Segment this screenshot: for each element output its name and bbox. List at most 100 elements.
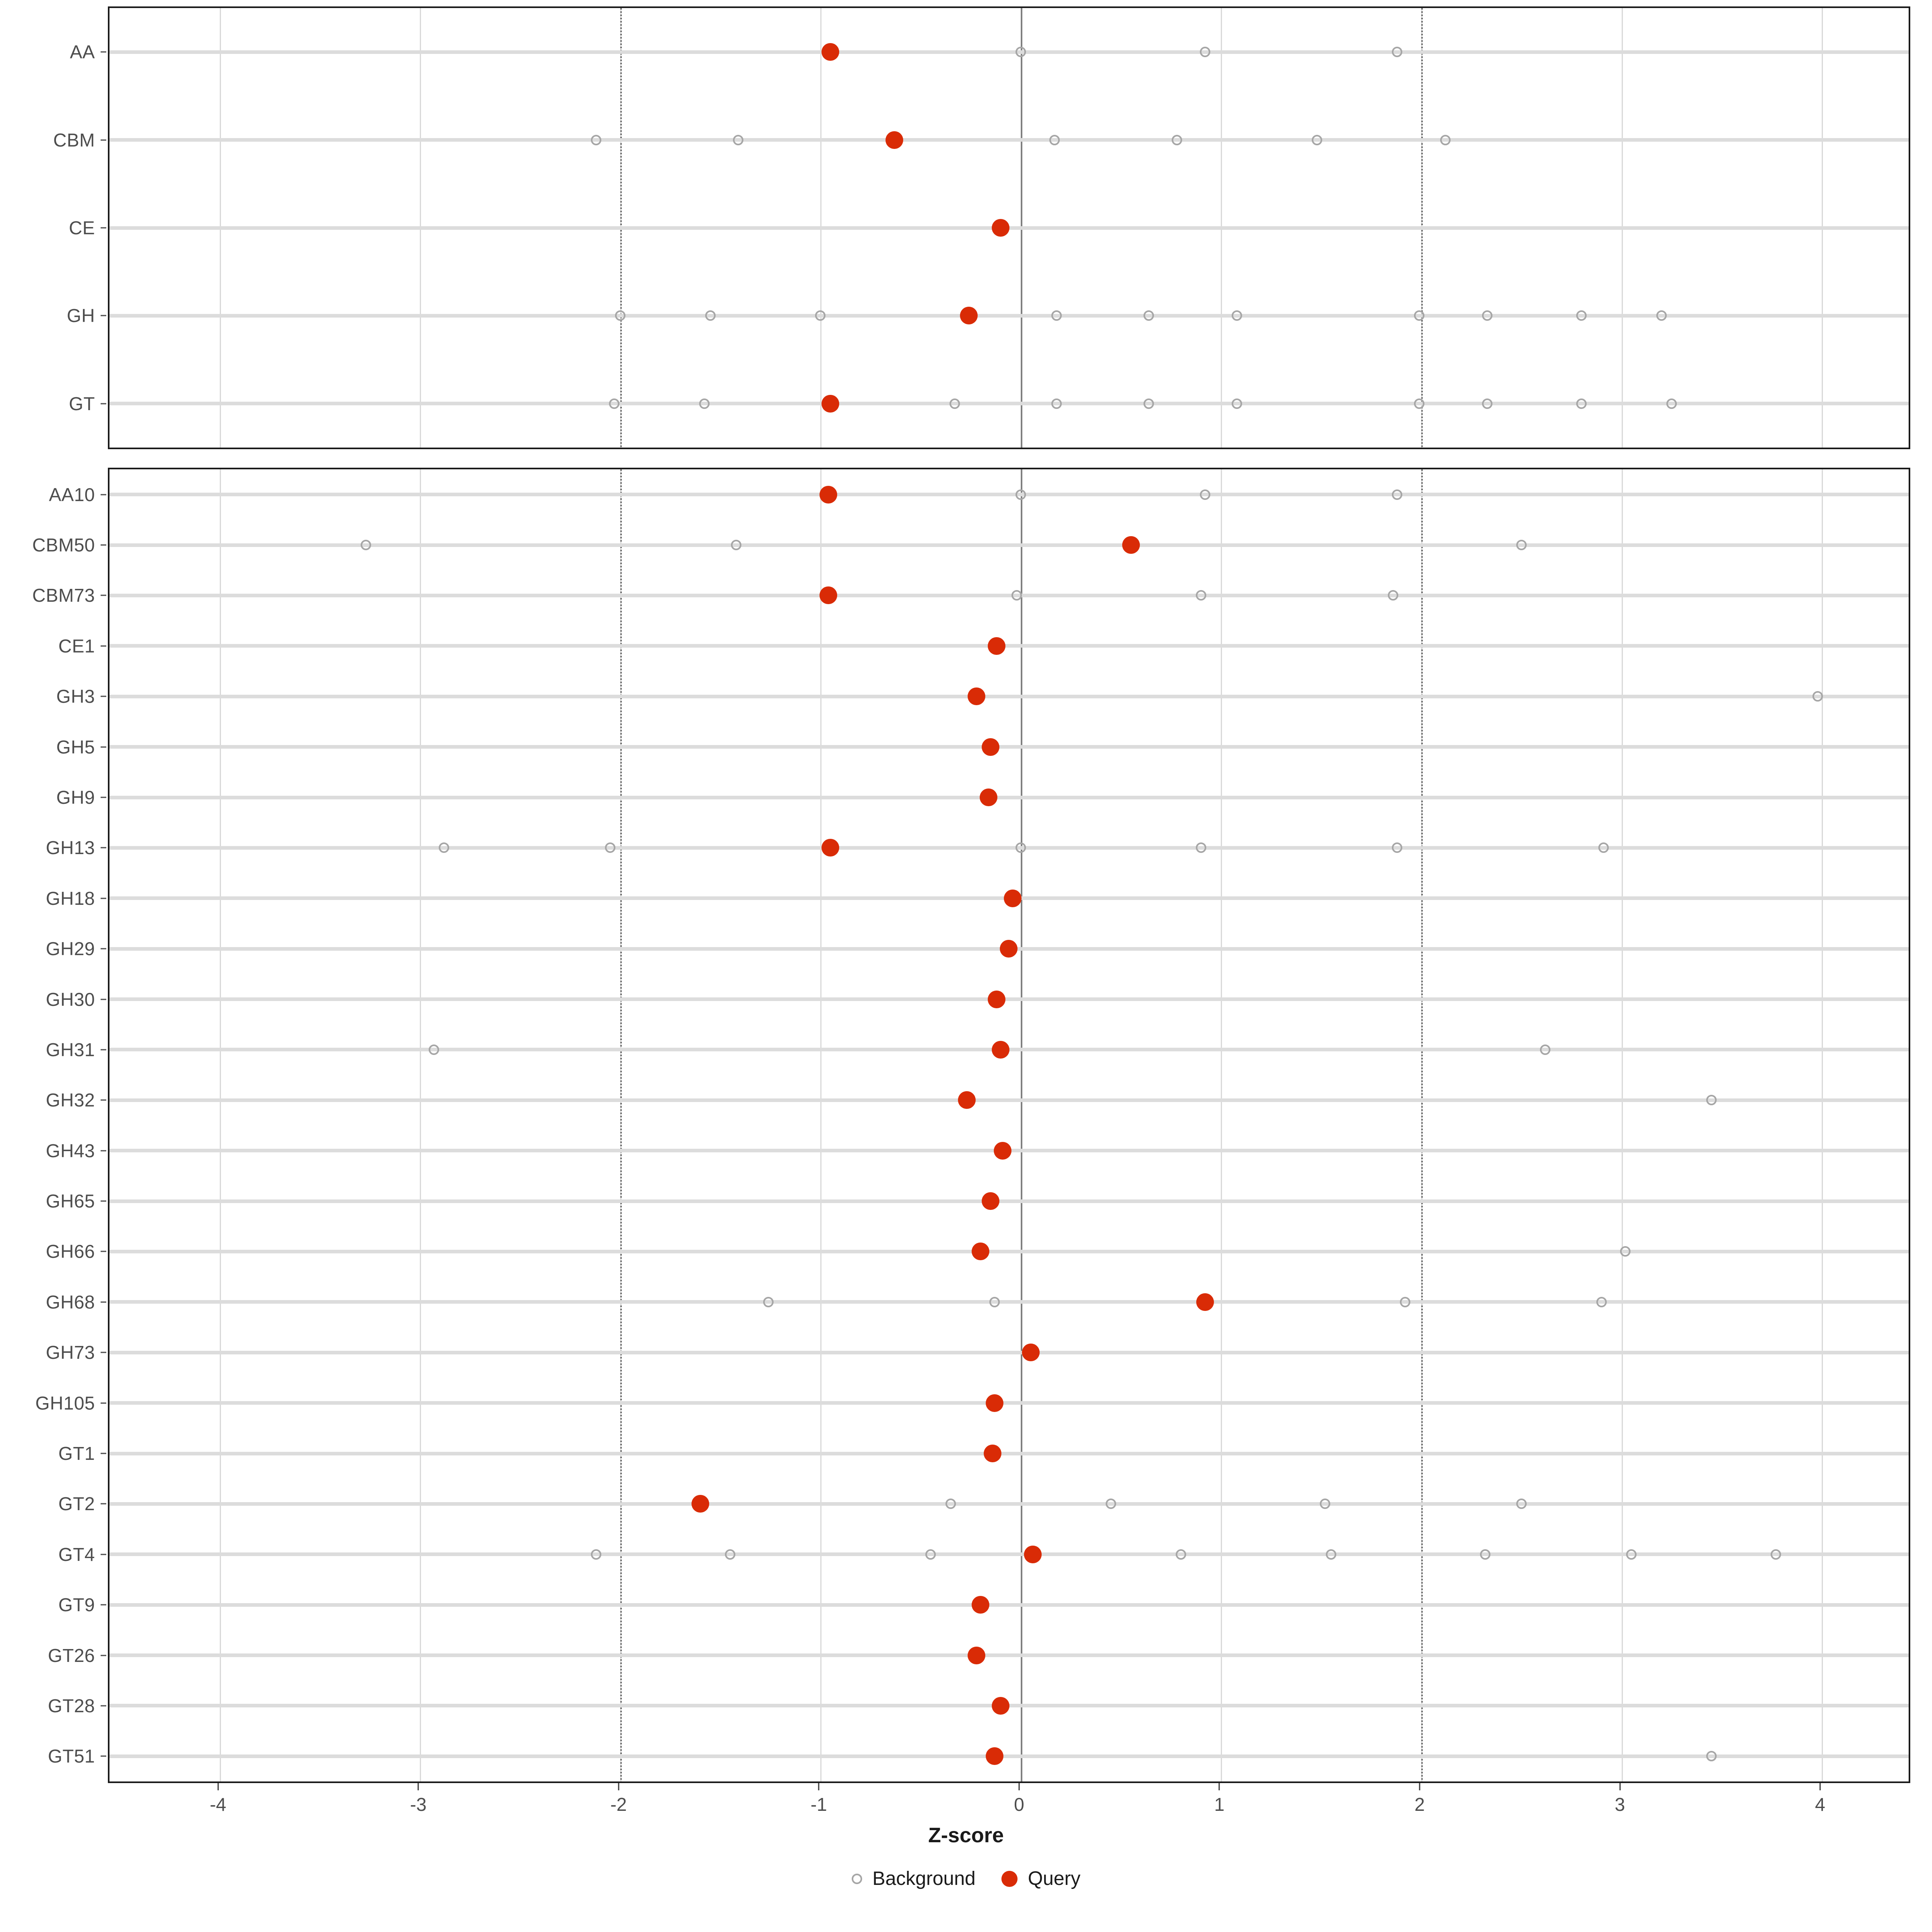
x-tick-label--2: -2 <box>610 1794 627 1815</box>
x-tick-label-1: 1 <box>1214 1794 1225 1815</box>
row-band <box>109 644 1909 648</box>
x-tick-mark-2 <box>1419 1783 1420 1790</box>
legend-item-background[interactable]: Background <box>851 1868 976 1890</box>
y-tick-label-GT: GT <box>69 393 95 414</box>
x-tick-label--3: -3 <box>410 1794 427 1815</box>
background-point <box>1015 47 1026 58</box>
y-tick-mark <box>101 1453 106 1454</box>
y-tick-mark <box>101 1251 106 1252</box>
background-point <box>989 1296 1000 1307</box>
gridline-x--4 <box>219 469 221 1781</box>
query-point <box>822 43 840 61</box>
background-point <box>1626 1549 1637 1560</box>
background-point <box>1015 842 1026 853</box>
y-tick-label-GT4: GT4 <box>58 1544 95 1565</box>
background-point <box>1051 398 1062 409</box>
query-point <box>819 485 838 504</box>
gridline-x-0 <box>1020 469 1022 1781</box>
y-tick-mark <box>101 315 106 316</box>
gridline-x--1 <box>820 469 822 1781</box>
y-tick-label-GH73: GH73 <box>45 1342 95 1363</box>
query-point <box>1000 940 1018 958</box>
background-point <box>1620 1246 1631 1257</box>
query-point <box>1122 536 1140 554</box>
y-tick-label-GH29: GH29 <box>45 938 95 960</box>
background-point <box>763 1296 774 1307</box>
row-band <box>109 1603 1909 1607</box>
y-tick-label-CE: CE <box>69 217 95 238</box>
background-point <box>815 310 826 321</box>
background-point <box>1232 398 1243 409</box>
y-axis-family: AA10 CBM50 CBM73 CE1 GH3 GH5 GH9 GH13 GH18 GH29 GH… <box>0 468 106 1783</box>
y-tick-mark <box>101 645 106 647</box>
background-point <box>731 540 742 551</box>
background-point <box>1051 310 1062 321</box>
y-tick-label-GH66: GH66 <box>45 1241 95 1262</box>
y-tick-mark <box>101 1402 106 1404</box>
y-tick-mark <box>101 1150 106 1152</box>
background-point <box>1388 590 1399 601</box>
x-tick-label-4: 4 <box>1815 1794 1825 1815</box>
gridline-x-3 <box>1621 469 1623 1781</box>
background-point <box>1414 310 1424 321</box>
y-tick-label-GT26: GT26 <box>47 1645 95 1666</box>
background-point <box>609 398 619 409</box>
x-tick-label--4: -4 <box>210 1794 227 1815</box>
y-tick-mark <box>101 797 106 798</box>
query-point <box>822 839 840 857</box>
y-tick-label-CE1: CE1 <box>58 635 95 656</box>
query-point <box>822 394 840 413</box>
legend-label-query: Query <box>1028 1868 1081 1889</box>
y-tick-mark <box>101 1503 106 1505</box>
x-tick-label-2: 2 <box>1414 1794 1425 1815</box>
query-point <box>972 1243 990 1261</box>
background-point <box>1770 1549 1781 1560</box>
background-point <box>1011 590 1022 601</box>
y-tick-mark <box>101 1755 106 1757</box>
y-tick-label-CBM: CBM <box>53 129 95 151</box>
y-tick-label-CBM50: CBM50 <box>32 535 95 556</box>
y-tick-mark <box>101 696 106 697</box>
y-tick-mark <box>101 847 106 848</box>
row-band <box>109 138 1909 142</box>
background-point <box>1414 398 1424 409</box>
y-tick-label-GT28: GT28 <box>47 1695 95 1716</box>
query-point <box>1024 1545 1042 1563</box>
query-point <box>968 687 986 706</box>
gridline-x-4 <box>1822 469 1823 1781</box>
row-band <box>109 1552 1909 1556</box>
background-point <box>733 134 744 145</box>
y-tick-mark <box>101 1554 106 1555</box>
y-tick-label-GT51: GT51 <box>47 1746 95 1767</box>
background-point <box>360 540 371 551</box>
plot-area-family <box>109 469 1909 1781</box>
x-tick-mark-4 <box>1819 1783 1821 1790</box>
row-band <box>109 493 1909 497</box>
y-tick-label-GT1: GT1 <box>58 1443 95 1464</box>
panel-family <box>108 468 1910 1783</box>
background-point <box>591 134 602 145</box>
gridline-x-1 <box>1221 469 1222 1781</box>
x-tick-mark--1 <box>818 1783 819 1790</box>
legend-item-query[interactable]: Query <box>1001 1868 1081 1890</box>
query-point <box>819 586 838 605</box>
query-point <box>988 637 1006 655</box>
y-tick-mark <box>101 494 106 495</box>
query-point <box>691 1495 709 1513</box>
background-point <box>591 1549 602 1560</box>
y-tick-mark <box>101 999 106 1000</box>
query-point <box>986 1747 1004 1765</box>
background-point <box>429 1044 440 1055</box>
open-circle-icon <box>851 1873 862 1884</box>
background-point <box>1144 398 1154 409</box>
query-point <box>1196 1293 1214 1311</box>
background-point <box>438 842 449 853</box>
y-tick-mark <box>101 746 106 748</box>
row-band <box>109 745 1909 749</box>
query-point <box>1022 1344 1040 1362</box>
query-point <box>980 788 998 806</box>
background-point <box>1482 398 1493 409</box>
query-point <box>988 990 1006 1008</box>
background-point <box>1105 1499 1116 1509</box>
background-point <box>1576 310 1587 321</box>
